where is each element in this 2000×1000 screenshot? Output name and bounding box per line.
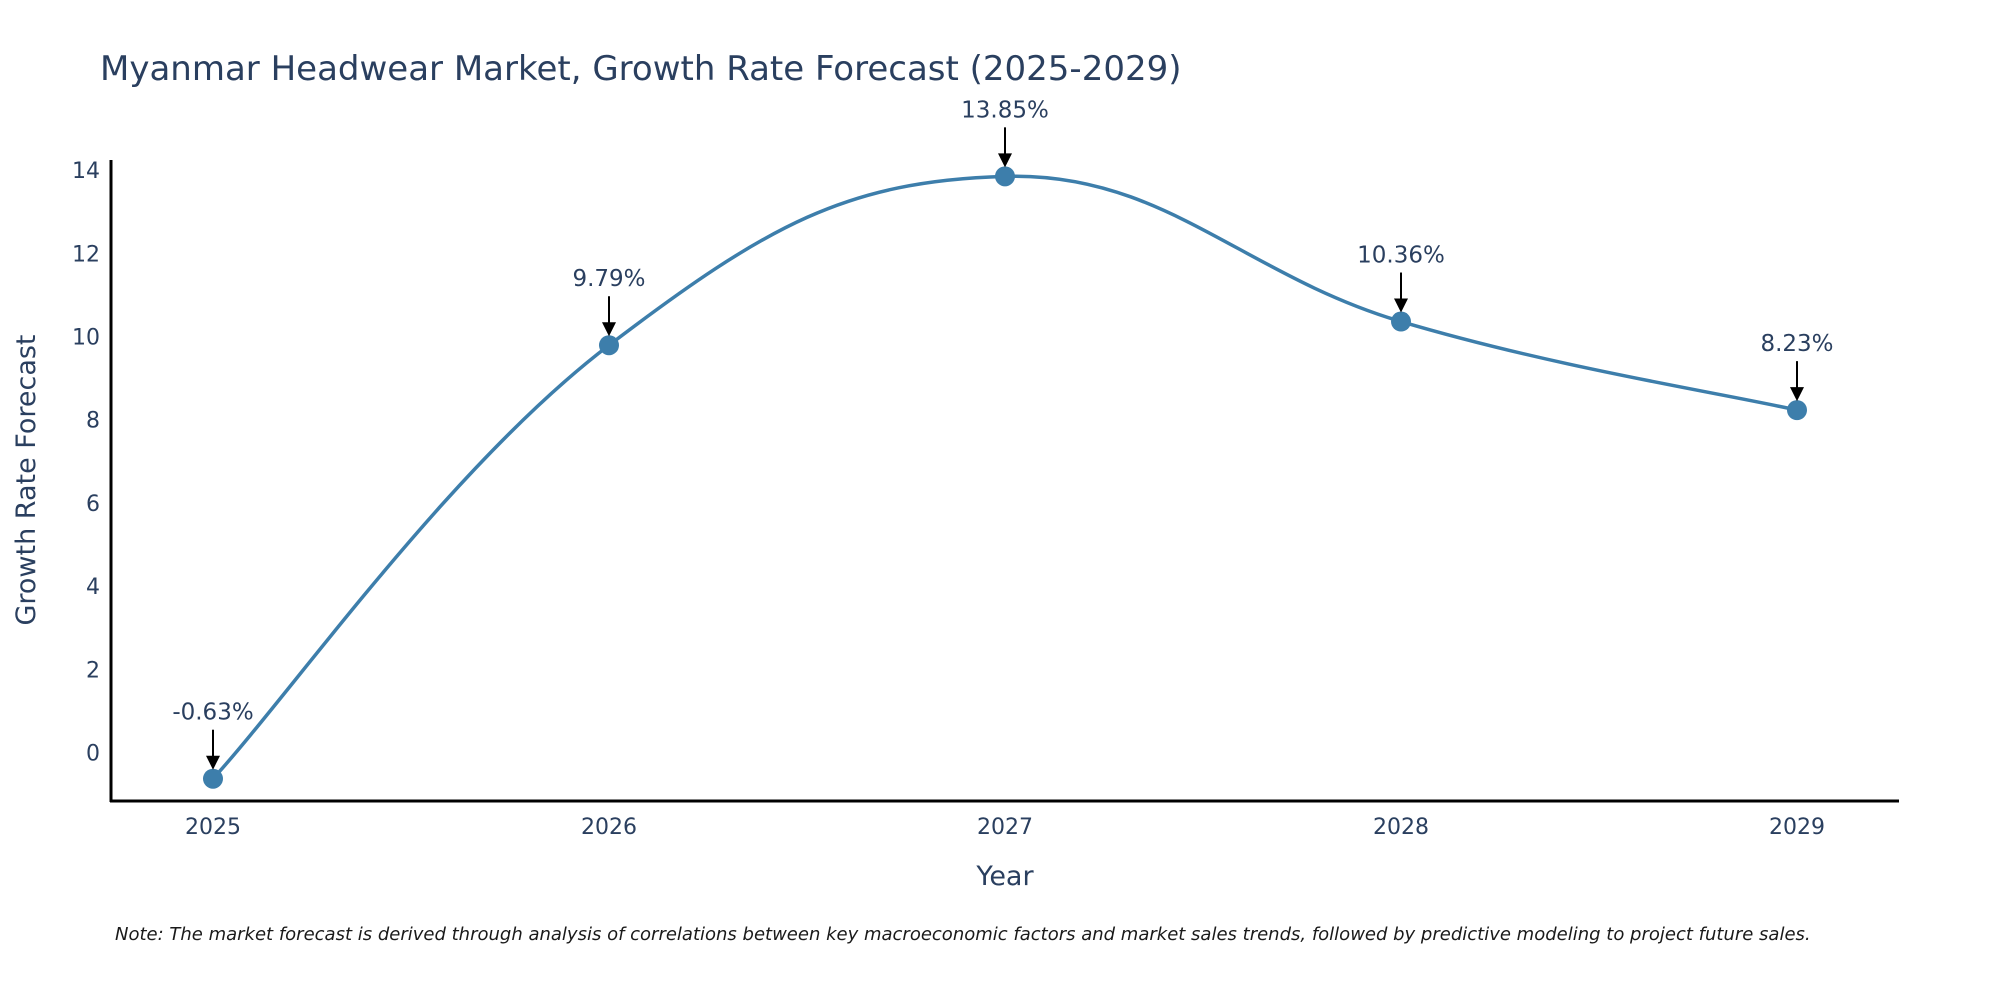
data-point	[1391, 311, 1411, 332]
annotation-arrow-head	[602, 322, 616, 337]
data-point	[203, 768, 223, 789]
x-tick-label: 2025	[185, 815, 241, 840]
data-label: 10.36%	[1357, 243, 1445, 269]
x-tick-label: 2028	[1373, 815, 1429, 840]
y-axis-ticks: 0 2 4 6 8 10 12 14	[72, 159, 100, 766]
data-point	[599, 335, 619, 356]
y-tick-label: 0	[86, 742, 100, 767]
data-label-annotations: -0.63% 9.79% 13.85% 10.36% 8.23%	[172, 97, 1834, 770]
annotation-arrow-head	[1790, 387, 1804, 402]
series-markers	[203, 166, 1807, 789]
x-tick-label: 2026	[581, 815, 637, 840]
x-tick-label: 2029	[1769, 815, 1825, 840]
chart-title: Myanmar Headwear Market, Growth Rate For…	[100, 49, 1182, 89]
x-axis-ticks: 2025 2026 2027 2028 2029	[185, 815, 1825, 840]
data-label: 13.85%	[961, 97, 1049, 123]
data-label: -0.63%	[172, 700, 253, 726]
data-point	[995, 166, 1015, 187]
footnote: Note: The market forecast is derived thr…	[115, 924, 1811, 945]
x-tick-label: 2027	[977, 815, 1033, 840]
y-tick-label: 2	[86, 658, 100, 683]
y-tick-label: 4	[86, 575, 100, 600]
annotation-arrow-head	[998, 153, 1012, 168]
y-tick-label: 10	[72, 326, 100, 351]
y-tick-label: 14	[72, 159, 100, 184]
annotation-arrow-head	[1394, 298, 1408, 313]
y-tick-label: 6	[86, 492, 100, 517]
annotation-arrow-head	[206, 755, 220, 770]
y-tick-label: 8	[86, 409, 100, 434]
x-axis-title: Year	[975, 861, 1034, 892]
y-tick-label: 12	[72, 242, 100, 267]
y-axis-title: Growth Rate Forecast	[11, 334, 42, 625]
series-line	[211, 174, 1798, 780]
data-label: 9.79%	[572, 266, 645, 292]
data-label: 8.23%	[1760, 331, 1833, 357]
data-point	[1787, 400, 1807, 421]
